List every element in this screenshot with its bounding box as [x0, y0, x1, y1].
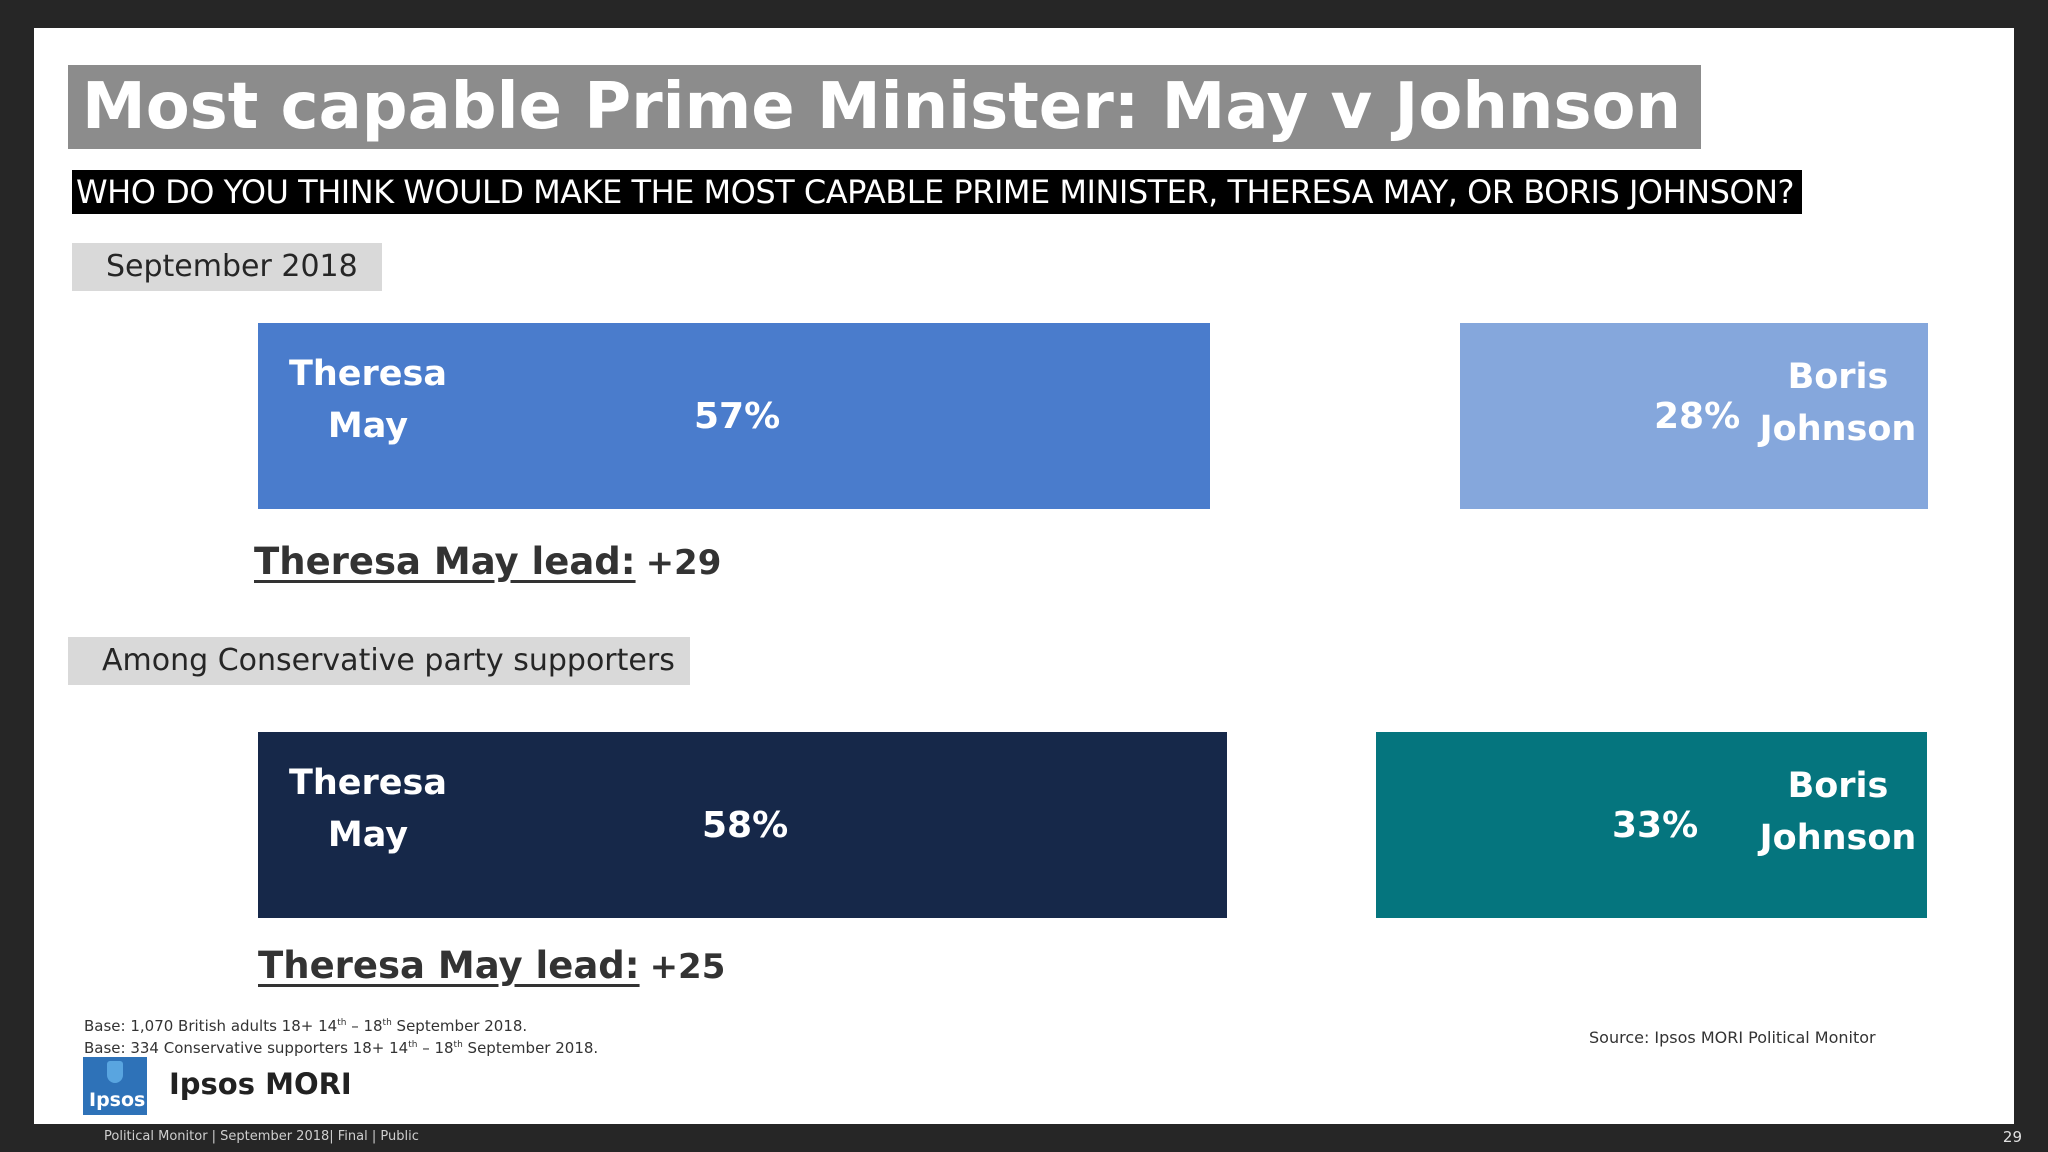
data-label: 58%	[702, 805, 789, 846]
bar-may-conservative: Theresa May 58%	[258, 732, 1227, 918]
footer-text: Political Monitor | September 2018| Fina…	[104, 1129, 419, 1144]
slide: Most capable Prime Minister: May v Johns…	[34, 28, 2014, 1124]
lead-value: +25	[649, 947, 726, 987]
survey-question: WHO DO YOU THINK WOULD MAKE THE MOST CAP…	[72, 170, 1802, 214]
source-note: Source: Ipsos MORI Political Monitor	[1589, 1028, 1876, 1047]
bar-name: Boris Johnson	[1759, 357, 1917, 449]
base-note-1: Base: 1,070 British adults 18+ 14th – 18…	[84, 1017, 528, 1035]
lead-value: +29	[645, 543, 722, 583]
logo-figure-icon	[107, 1061, 123, 1083]
bar-johnson-september: 28% Boris Johnson	[1460, 323, 1928, 509]
lead-label: Theresa May lead:	[258, 944, 640, 987]
page-number: 29	[2002, 1128, 2022, 1146]
section-label-september: September 2018	[72, 243, 382, 291]
bar-name: Theresa May	[289, 354, 447, 446]
data-label: 28%	[1654, 396, 1741, 437]
bar-name: Boris Johnson	[1759, 766, 1917, 858]
data-label: 33%	[1612, 805, 1699, 846]
lead-september: Theresa May lead: +29	[254, 538, 721, 587]
bar-johnson-conservative: 33% Boris Johnson	[1376, 732, 1928, 918]
page-title: Most capable Prime Minister: May v Johns…	[68, 65, 1702, 149]
section-label-conservative: Among Conservative party supporters	[68, 637, 690, 685]
lead-label: Theresa May lead:	[254, 540, 636, 583]
bar-name: Theresa May	[289, 763, 447, 855]
bar-may-september: Theresa May 57%	[258, 323, 1210, 509]
base-note-2: Base: 334 Conservative supporters 18+ 14…	[84, 1039, 599, 1057]
ipsos-logo: Ipsos	[83, 1057, 147, 1115]
data-label: 57%	[694, 396, 781, 437]
brand-name: Ipsos MORI	[169, 1067, 352, 1101]
lead-conservative: Theresa May lead: +25	[258, 942, 725, 991]
